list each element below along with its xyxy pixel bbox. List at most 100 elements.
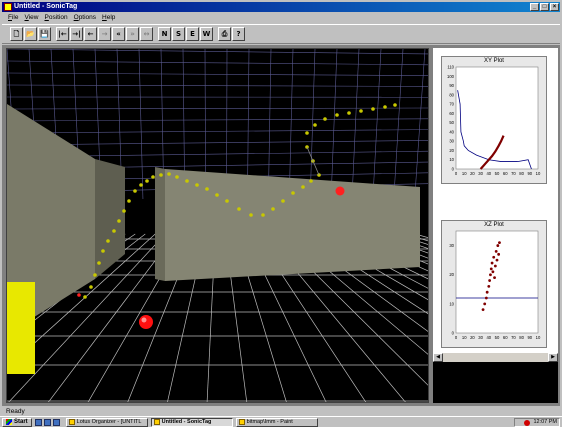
mail-icon[interactable] bbox=[52, 418, 60, 426]
path-dot bbox=[101, 249, 105, 253]
xz-point bbox=[494, 250, 498, 253]
path-dot bbox=[225, 199, 229, 203]
path-dot bbox=[159, 173, 163, 177]
path-dot bbox=[175, 175, 179, 179]
xz-point bbox=[483, 302, 487, 306]
path-dot bbox=[89, 285, 93, 289]
red-beacon bbox=[335, 186, 345, 196]
xz-point bbox=[495, 258, 499, 262]
task-label: Untitled - SonicTag bbox=[161, 418, 212, 425]
help-button[interactable]: ? bbox=[232, 27, 245, 41]
new-file-button[interactable]: 🗋 bbox=[10, 27, 23, 41]
left-wall bbox=[7, 104, 95, 334]
xy-x-tick-label: 80 bbox=[519, 171, 524, 176]
left-wall-edge bbox=[95, 159, 125, 279]
desktop-icon[interactable] bbox=[34, 418, 42, 426]
path-dot bbox=[122, 209, 126, 213]
path-dot bbox=[323, 117, 327, 121]
red-marker bbox=[77, 293, 81, 297]
xz-point bbox=[490, 261, 494, 265]
path-dot bbox=[393, 103, 397, 107]
path-dot bbox=[112, 229, 116, 233]
path-dot bbox=[117, 219, 121, 223]
menu-position[interactable]: Position bbox=[44, 14, 68, 21]
browser-icon[interactable] bbox=[43, 418, 51, 426]
first-button[interactable]: |← bbox=[56, 27, 69, 41]
xz-x-tick-label: 10 bbox=[462, 335, 467, 340]
right-wall bbox=[165, 169, 420, 281]
path-dot bbox=[281, 199, 285, 203]
menu-bar: File View Position Options Help bbox=[2, 13, 560, 23]
open-file-button[interactable]: 📂 bbox=[24, 27, 37, 41]
print-button[interactable]: ⎙ bbox=[218, 27, 231, 41]
xz-x-tick-label: 30 bbox=[478, 335, 483, 340]
xy-x-tick-label: 0 bbox=[455, 171, 458, 176]
south-view-button[interactable]: S bbox=[172, 27, 185, 41]
xy-x-tick-label: 30 bbox=[478, 171, 483, 176]
menu-help[interactable]: Help bbox=[102, 14, 116, 21]
xz-point bbox=[489, 267, 493, 271]
xy-series-line bbox=[457, 90, 532, 170]
xz-x-tick-label: 80 bbox=[519, 335, 524, 340]
start-button[interactable]: Start bbox=[2, 417, 32, 427]
xy-y-tick-label: 70 bbox=[449, 102, 454, 107]
east-view-button[interactable]: E bbox=[186, 27, 199, 41]
menu-options[interactable]: Options bbox=[73, 14, 97, 21]
step-forward-button[interactable]: → bbox=[98, 27, 111, 41]
path-dot bbox=[151, 175, 155, 179]
path-dot bbox=[271, 207, 275, 211]
rewind-button[interactable]: « bbox=[112, 27, 125, 41]
menu-file[interactable]: File bbox=[8, 14, 19, 21]
xz-x-tick-label: 60 bbox=[503, 335, 508, 340]
xz-y-tick-label: 20 bbox=[449, 272, 454, 277]
scroll-left-arrow-icon[interactable]: ◀ bbox=[433, 353, 443, 362]
taskbar: Start Lotus Organizer - [UNTITL Untitled… bbox=[0, 416, 562, 427]
path-dot bbox=[133, 189, 137, 193]
path-dot bbox=[93, 273, 97, 277]
north-view-button[interactable]: N bbox=[158, 27, 171, 41]
step-back-button[interactable]: ← bbox=[84, 27, 97, 41]
fast-forward-button[interactable]: » bbox=[126, 27, 139, 41]
xz-point bbox=[485, 290, 489, 294]
plots-horizontal-scrollbar[interactable]: ◀ ▶ bbox=[433, 352, 558, 362]
both-ways-button[interactable]: ↔ bbox=[140, 27, 153, 41]
xy-y-tick-label: 0 bbox=[452, 167, 455, 172]
client-area: XY Plot 0 10 20 30 40 50 60 70 80 90 100 110 0 10 20 30… bbox=[2, 45, 560, 406]
xz-plot-area bbox=[455, 230, 539, 334]
3d-scene-view[interactable] bbox=[6, 48, 429, 403]
xy-x-tick-label: 40 bbox=[486, 171, 491, 176]
west-view-button[interactable]: W bbox=[200, 27, 213, 41]
maximize-button[interactable]: □ bbox=[540, 3, 549, 11]
xz-point bbox=[493, 276, 496, 280]
minimize-button[interactable]: _ bbox=[530, 3, 539, 11]
task-sonictag[interactable]: Untitled - SonicTag bbox=[150, 417, 233, 427]
xz-x-tick-label: 10 bbox=[536, 335, 541, 340]
path-dot bbox=[185, 179, 189, 183]
xy-y-tick-label: 40 bbox=[449, 129, 454, 134]
path-dot bbox=[301, 185, 305, 189]
xy-x-tick-label: 10 bbox=[536, 171, 541, 176]
path-dot bbox=[205, 187, 209, 191]
window-title: Untitled - SonicTag bbox=[14, 3, 78, 10]
path-dot bbox=[195, 183, 199, 187]
toolbar: 🗋 📂 💾 |← →| ← → «» ↔ N S E W ⎙? bbox=[2, 24, 560, 44]
xy-series-line bbox=[479, 135, 505, 170]
task-lotus-organizer[interactable]: Lotus Organizer - [UNTITL bbox=[65, 417, 148, 427]
plots-pane: XY Plot 0 10 20 30 40 50 60 70 80 90 100 110 0 10 20 30… bbox=[433, 48, 558, 362]
scroll-right-arrow-icon[interactable]: ▶ bbox=[548, 353, 558, 362]
tray-app-icon[interactable] bbox=[524, 419, 531, 426]
last-button[interactable]: →| bbox=[70, 27, 83, 41]
task-paint[interactable]: bitmap\Imm - Paint bbox=[235, 417, 318, 427]
path-dot bbox=[309, 179, 313, 183]
menu-view[interactable]: View bbox=[24, 14, 39, 21]
paint-icon bbox=[238, 419, 245, 425]
close-button[interactable]: × bbox=[550, 3, 559, 11]
save-file-button[interactable]: 💾 bbox=[38, 27, 51, 41]
xy-x-tick-label: 70 bbox=[511, 171, 516, 176]
app-icon[interactable] bbox=[4, 3, 12, 11]
path-dot bbox=[106, 239, 110, 243]
clock[interactable]: 12:07 PM bbox=[533, 419, 557, 425]
title-bar[interactable]: Untitled - SonicTag _ □ × bbox=[2, 2, 560, 12]
